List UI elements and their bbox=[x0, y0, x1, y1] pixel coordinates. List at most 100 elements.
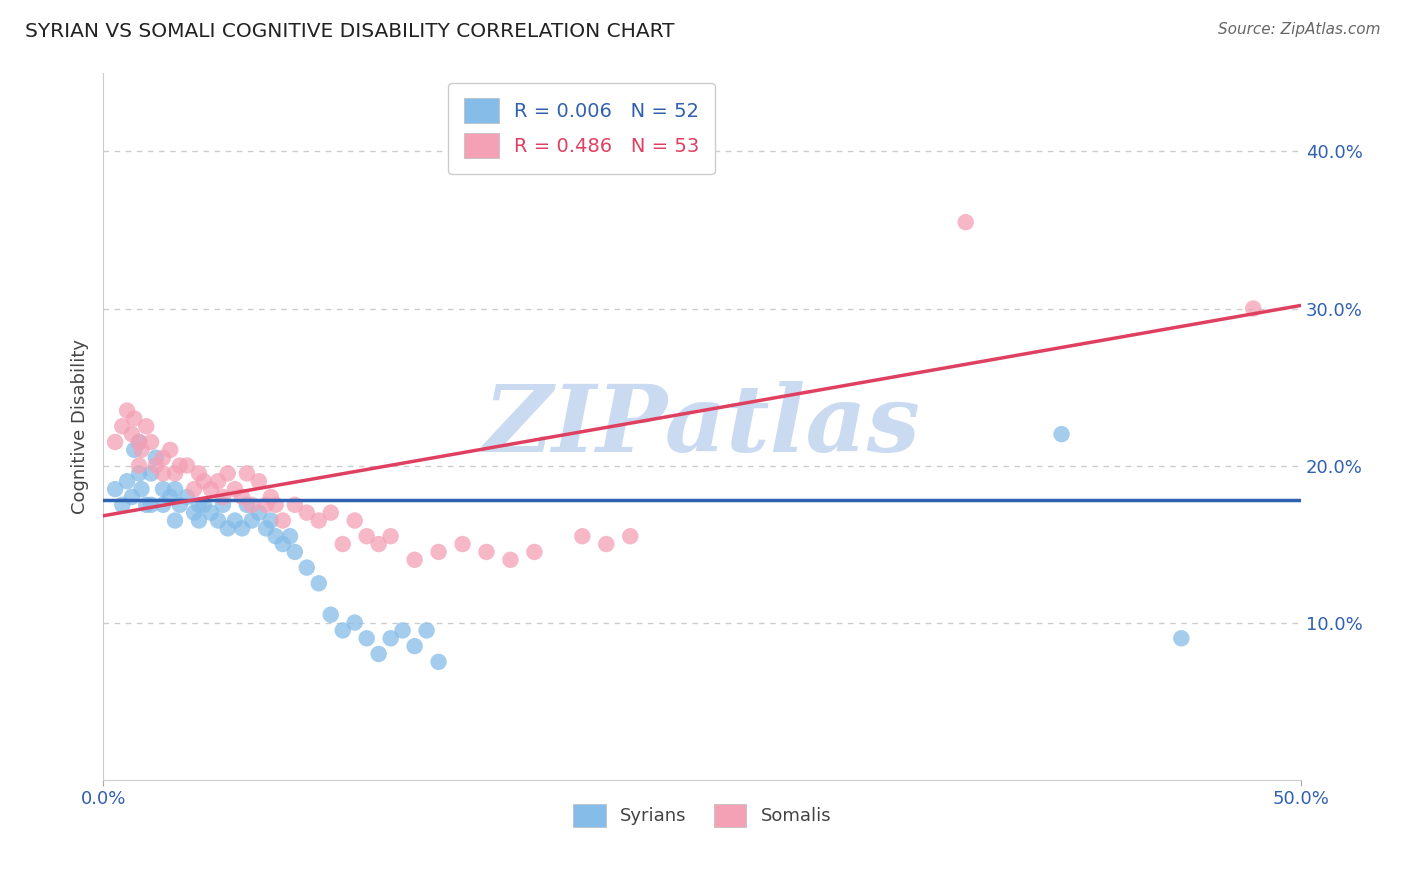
Point bbox=[260, 490, 283, 504]
Point bbox=[152, 467, 174, 481]
Point bbox=[163, 482, 186, 496]
Point bbox=[356, 529, 378, 543]
Point bbox=[264, 498, 287, 512]
Text: ZIPatlas: ZIPatlas bbox=[484, 381, 921, 471]
Point bbox=[111, 498, 134, 512]
Point bbox=[571, 529, 593, 543]
Point bbox=[332, 537, 354, 551]
Point bbox=[217, 521, 239, 535]
Point bbox=[236, 498, 259, 512]
Point bbox=[619, 529, 641, 543]
Point bbox=[124, 411, 146, 425]
Point bbox=[404, 553, 426, 567]
Point bbox=[254, 498, 277, 512]
Point bbox=[308, 576, 330, 591]
Point bbox=[1050, 427, 1073, 442]
Point bbox=[224, 514, 246, 528]
Point bbox=[380, 529, 402, 543]
Point bbox=[183, 506, 205, 520]
Point bbox=[284, 545, 307, 559]
Point bbox=[319, 607, 342, 622]
Text: SYRIAN VS SOMALI COGNITIVE DISABILITY CORRELATION CHART: SYRIAN VS SOMALI COGNITIVE DISABILITY CO… bbox=[25, 22, 675, 41]
Point bbox=[217, 467, 239, 481]
Point bbox=[343, 615, 366, 630]
Point bbox=[139, 435, 162, 450]
Point bbox=[427, 545, 450, 559]
Point bbox=[231, 490, 253, 504]
Point bbox=[115, 475, 138, 489]
Point bbox=[104, 435, 127, 450]
Point bbox=[240, 514, 263, 528]
Point bbox=[1241, 301, 1264, 316]
Point bbox=[128, 435, 150, 450]
Text: Source: ZipAtlas.com: Source: ZipAtlas.com bbox=[1218, 22, 1381, 37]
Point bbox=[523, 545, 546, 559]
Point bbox=[128, 435, 150, 450]
Point bbox=[595, 537, 617, 551]
Point bbox=[159, 442, 181, 457]
Point bbox=[176, 458, 198, 473]
Point bbox=[356, 632, 378, 646]
Point bbox=[131, 442, 153, 457]
Point bbox=[231, 521, 253, 535]
Point bbox=[128, 458, 150, 473]
Point bbox=[139, 467, 162, 481]
Point bbox=[332, 624, 354, 638]
Point bbox=[169, 458, 191, 473]
Point bbox=[955, 215, 977, 229]
Point bbox=[145, 450, 167, 465]
Point bbox=[278, 529, 301, 543]
Point bbox=[200, 506, 222, 520]
Point bbox=[295, 506, 318, 520]
Point bbox=[183, 482, 205, 496]
Point bbox=[427, 655, 450, 669]
Point bbox=[254, 521, 277, 535]
Point bbox=[367, 537, 389, 551]
Point bbox=[163, 514, 186, 528]
Point bbox=[260, 514, 283, 528]
Point bbox=[135, 498, 157, 512]
Point bbox=[121, 490, 143, 504]
Point bbox=[404, 639, 426, 653]
Point bbox=[367, 647, 389, 661]
Point bbox=[247, 475, 270, 489]
Point bbox=[121, 427, 143, 442]
Point bbox=[212, 498, 235, 512]
Point bbox=[159, 490, 181, 504]
Point bbox=[124, 442, 146, 457]
Point bbox=[247, 506, 270, 520]
Point bbox=[308, 514, 330, 528]
Point bbox=[145, 458, 167, 473]
Point bbox=[475, 545, 498, 559]
Point bbox=[152, 450, 174, 465]
Point bbox=[111, 419, 134, 434]
Point bbox=[224, 482, 246, 496]
Point bbox=[1170, 632, 1192, 646]
Point bbox=[128, 467, 150, 481]
Point bbox=[207, 514, 229, 528]
Point bbox=[236, 467, 259, 481]
Point bbox=[200, 482, 222, 496]
Point bbox=[169, 498, 191, 512]
Point bbox=[415, 624, 437, 638]
Point bbox=[163, 467, 186, 481]
Legend: Syrians, Somalis: Syrians, Somalis bbox=[565, 797, 838, 834]
Point bbox=[319, 506, 342, 520]
Point bbox=[139, 498, 162, 512]
Point bbox=[451, 537, 474, 551]
Y-axis label: Cognitive Disability: Cognitive Disability bbox=[72, 339, 89, 514]
Point bbox=[188, 514, 211, 528]
Point bbox=[135, 419, 157, 434]
Point bbox=[271, 514, 294, 528]
Point bbox=[212, 490, 235, 504]
Point bbox=[207, 475, 229, 489]
Point bbox=[152, 498, 174, 512]
Point bbox=[104, 482, 127, 496]
Point bbox=[380, 632, 402, 646]
Point bbox=[391, 624, 413, 638]
Point bbox=[499, 553, 522, 567]
Point bbox=[271, 537, 294, 551]
Point bbox=[176, 490, 198, 504]
Point bbox=[131, 482, 153, 496]
Point bbox=[264, 529, 287, 543]
